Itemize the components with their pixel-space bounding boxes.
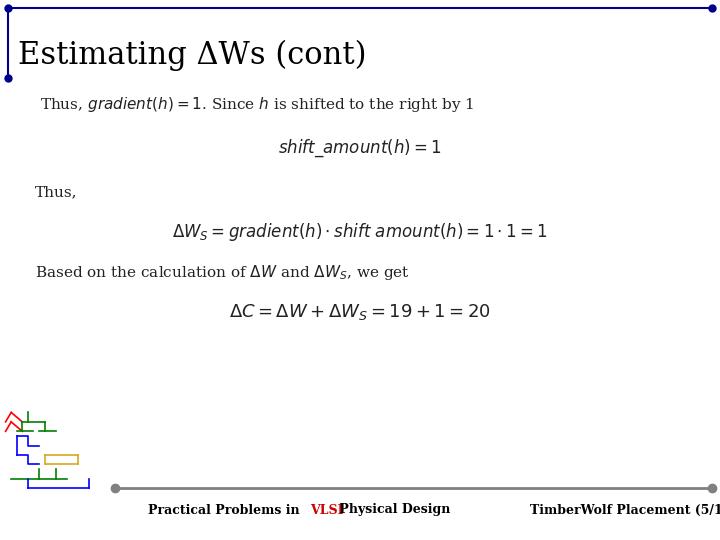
Text: Practical Problems in: Practical Problems in	[148, 503, 304, 516]
Text: VLSI: VLSI	[310, 503, 343, 516]
Text: $\Delta W_S = \mathit{gradient}(h) \cdot \mathit{shift\ amount}(h) = 1 \cdot 1 =: $\Delta W_S = \mathit{gradient}(h) \cdot…	[172, 221, 548, 243]
Text: Physical Design: Physical Design	[335, 503, 451, 516]
Text: $\mathit{shift\_amount}(h) = 1$: $\mathit{shift\_amount}(h) = 1$	[278, 137, 442, 159]
Text: TimberWolf Placement (5/16): TimberWolf Placement (5/16)	[530, 503, 720, 516]
Text: Thus, $\mathit{gradient}(h) = 1$. Since $h$ is shifted to the right by 1: Thus, $\mathit{gradient}(h) = 1$. Since …	[40, 96, 474, 114]
Text: Based on the calculation of $\Delta W$ and $\Delta W_S$, we get: Based on the calculation of $\Delta W$ a…	[35, 262, 410, 281]
Text: $\Delta C = \Delta W + \Delta W_S = 19 + 1 = 20$: $\Delta C = \Delta W + \Delta W_S = 19 +…	[229, 302, 491, 322]
Text: Thus,: Thus,	[35, 185, 78, 199]
Text: Estimating ΔWs (cont): Estimating ΔWs (cont)	[18, 39, 366, 71]
